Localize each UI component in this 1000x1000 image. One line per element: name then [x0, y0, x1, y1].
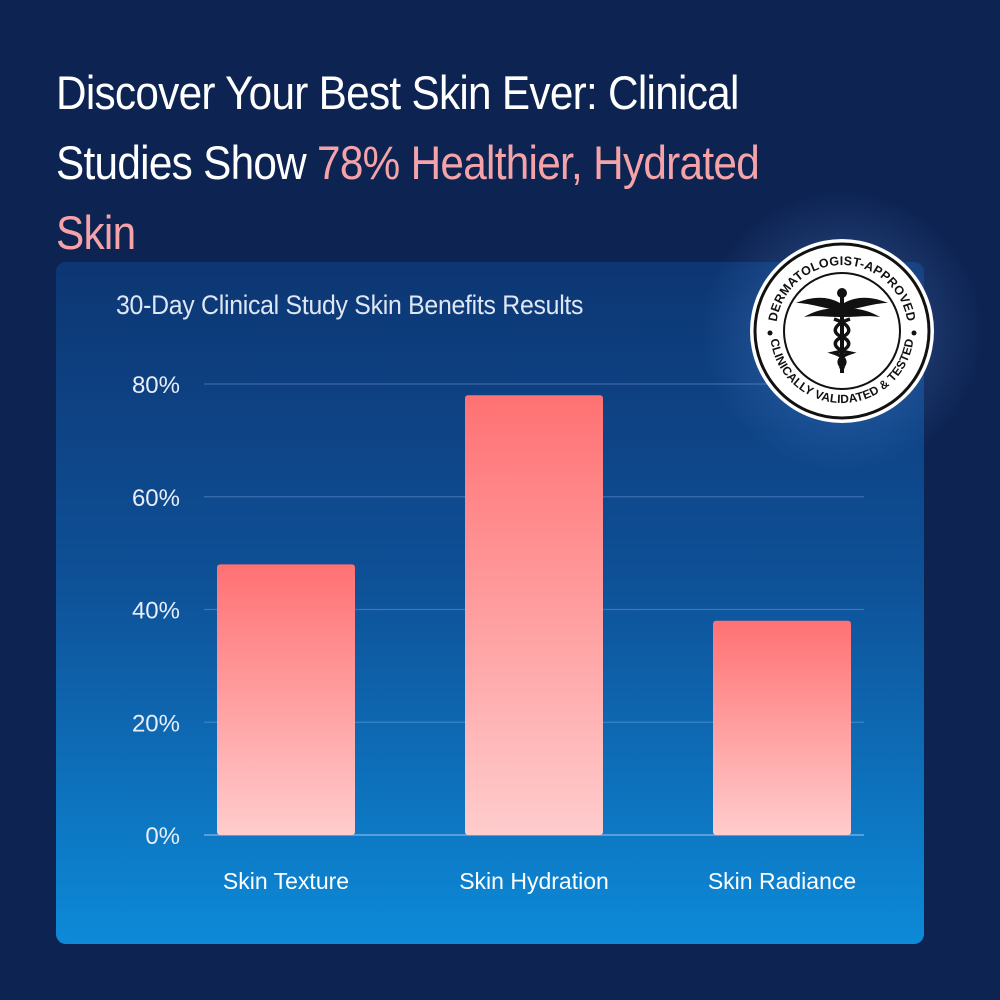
chart-card: 30-Day Clinical Study Skin Benefits Resu…: [56, 262, 924, 944]
caduceus-icon: [796, 288, 888, 373]
chart-title: 30-Day Clinical Study Skin Benefits Resu…: [116, 290, 584, 320]
bar-skin-radiance: [713, 620, 851, 835]
y-tick-label: 0%: [145, 823, 180, 850]
headline: Discover Your Best Skin Ever: Clinical S…: [56, 58, 830, 268]
y-tick-label: 80%: [132, 372, 180, 399]
bar-skin-texture: [217, 564, 355, 835]
headline-highlight: 78% Healthier, Hydrated Skin: [56, 136, 760, 259]
x-tick-label: Skin Hydration: [459, 868, 609, 894]
x-tick-label: Skin Radiance: [708, 868, 856, 894]
y-tick-label: 40%: [132, 598, 180, 625]
y-tick-label: 20%: [132, 710, 180, 737]
y-tick-label: 60%: [132, 485, 180, 512]
bar-skin-hydration: [465, 395, 603, 835]
headline-text: Discover Your Best Skin Ever: Clinical S…: [56, 66, 739, 189]
dermatologist-badge: DERMATOLOGIST-APPROVED CLINICALLY VALIDA…: [750, 239, 934, 423]
x-tick-label: Skin Texture: [223, 868, 349, 894]
bar-chart: 0% 20% 40% 60% 80% Skin Texture Skin Hydration…: [132, 372, 864, 894]
